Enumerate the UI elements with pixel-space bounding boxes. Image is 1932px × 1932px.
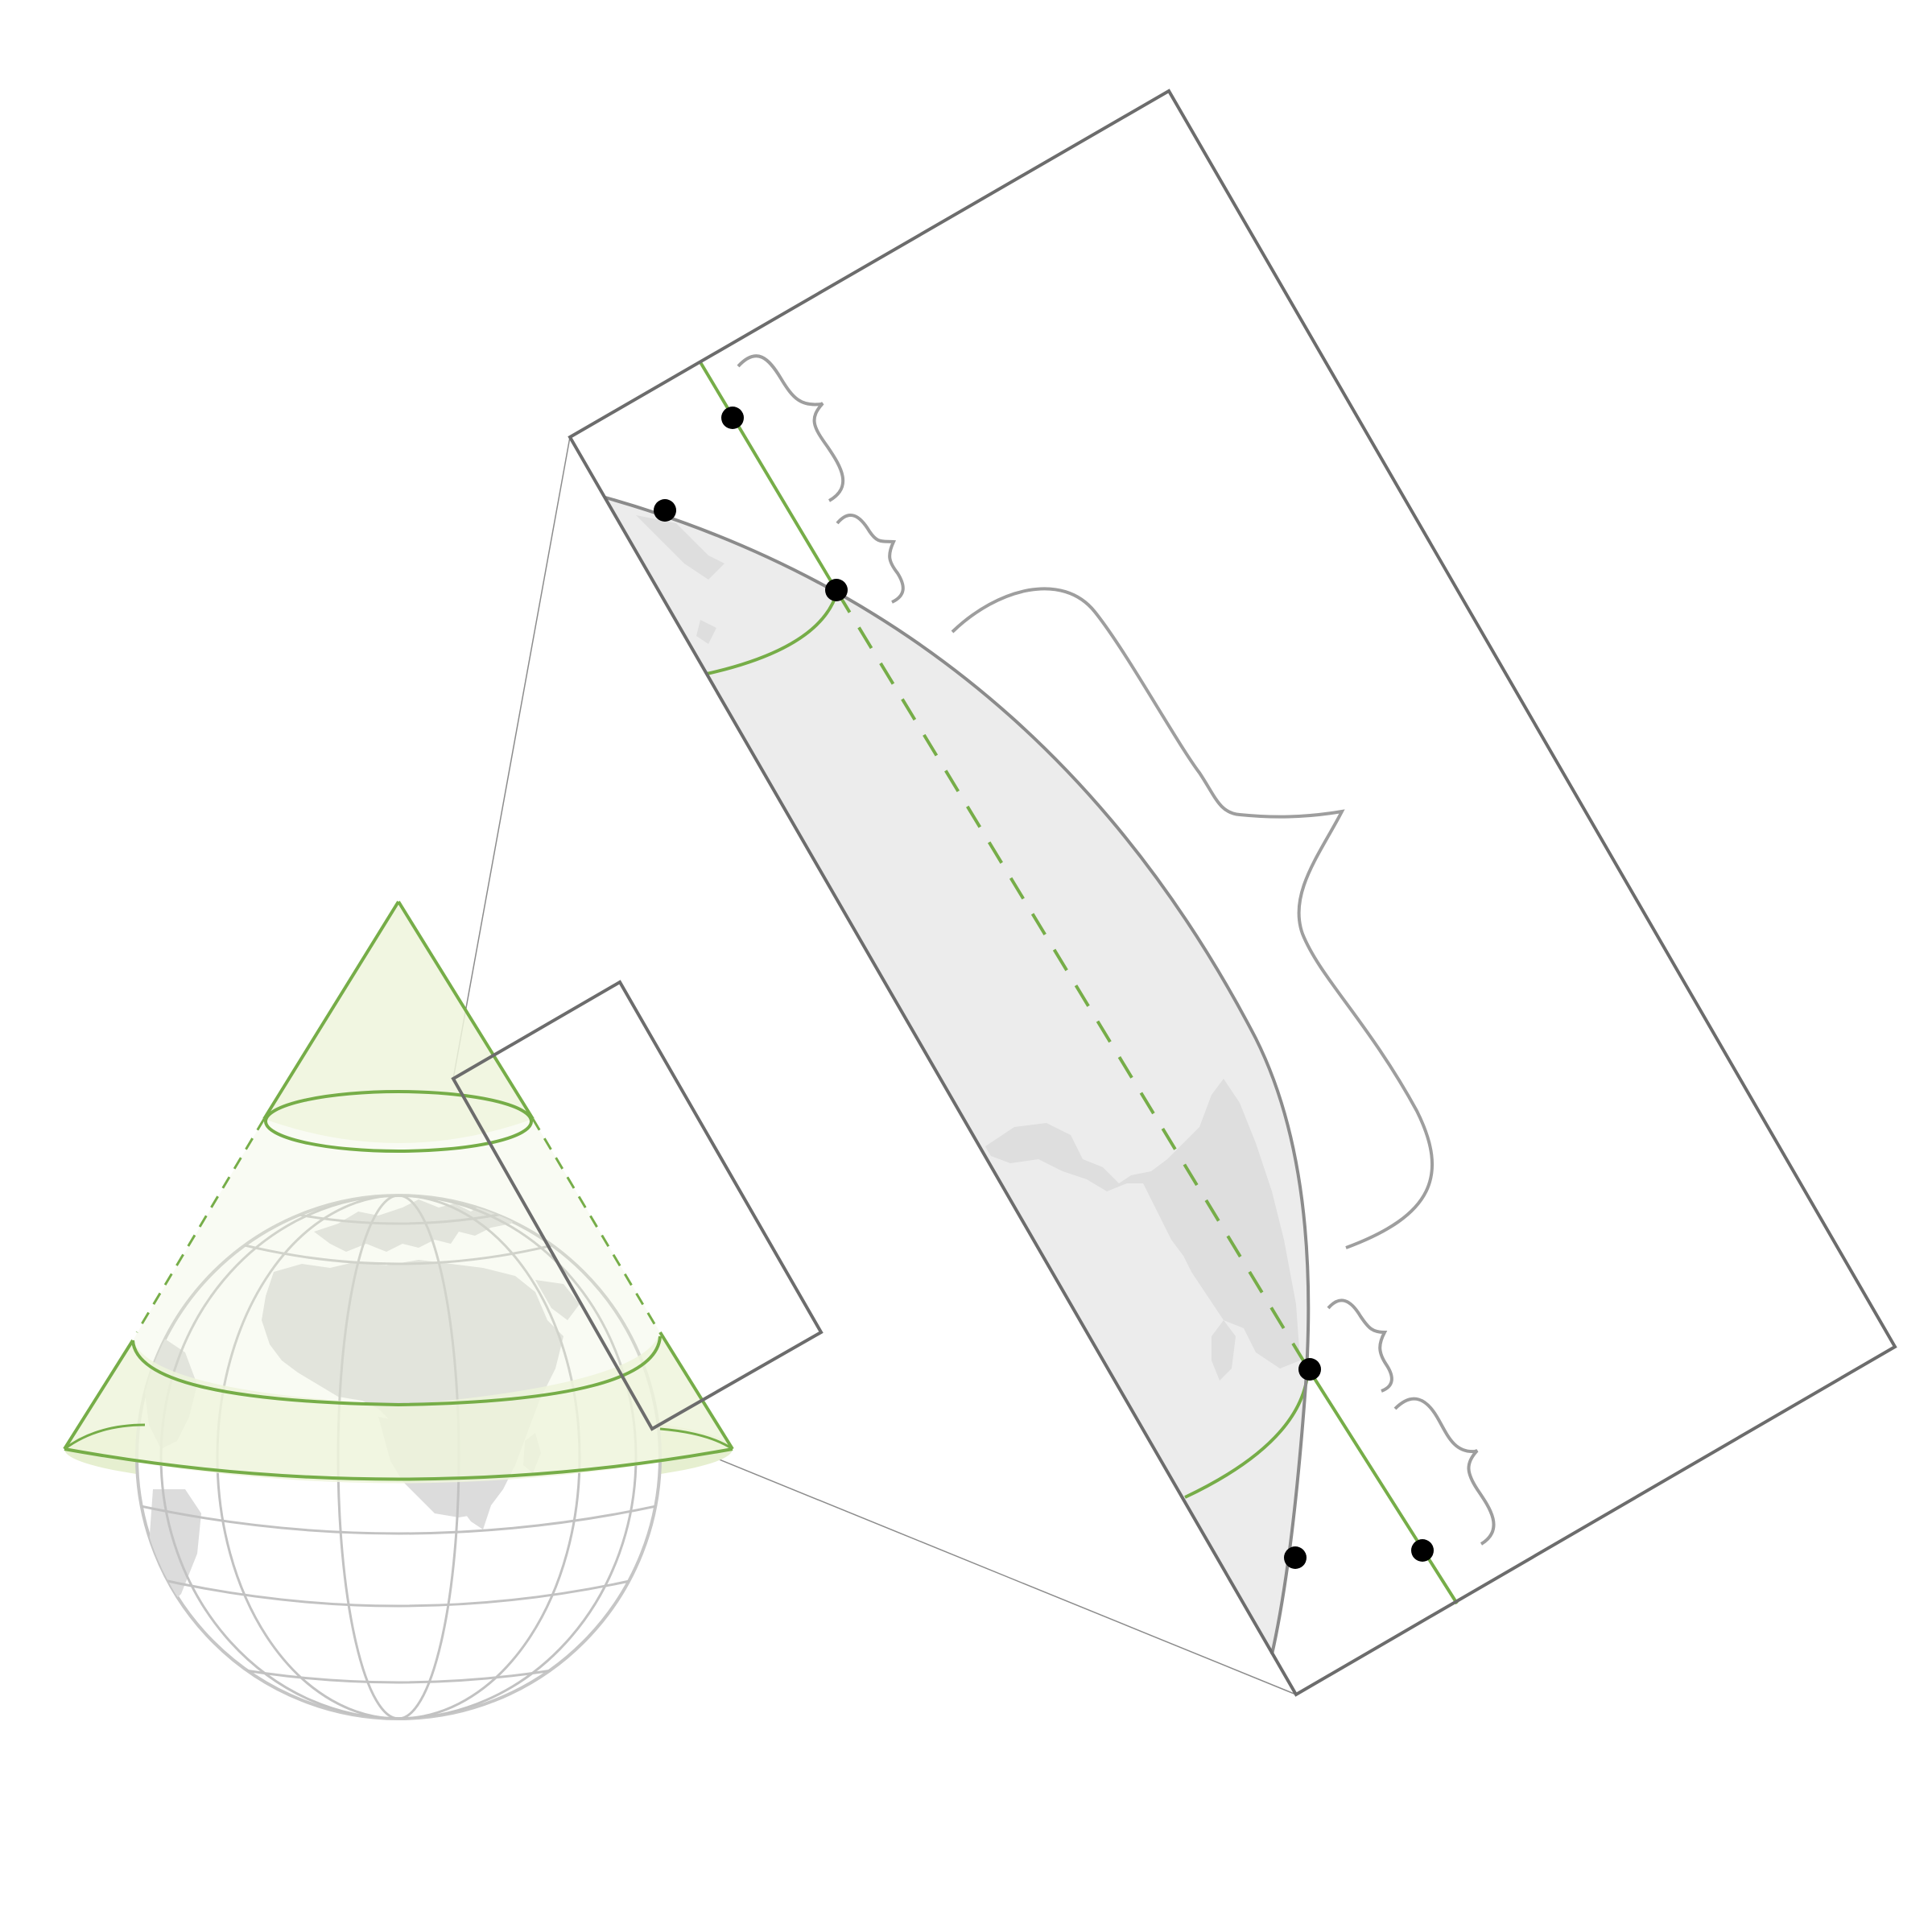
- curved-meridian: [605, 496, 1311, 1655]
- detail-frame: [451, 980, 824, 1431]
- brace-top-outer: [737, 354, 845, 502]
- cone-band-surface: [133, 1119, 660, 1402]
- cone-right-edge-hidden: [531, 1118, 658, 1327]
- brace-center: [951, 587, 1435, 1249]
- lower-standard-parallel: [131, 1335, 662, 1407]
- cone-base-front: [64, 1447, 733, 1481]
- landmass-silhouettes: [636, 515, 1300, 1381]
- cone-upper-surface: [264, 902, 533, 1143]
- connector-line-bottom: [647, 1430, 1297, 1695]
- point-lower-meridian: [1284, 1546, 1307, 1569]
- brace-top-inner: [836, 514, 905, 604]
- cone-generator-middle: [836, 590, 1310, 1370]
- point-upper-meridian: [654, 499, 676, 522]
- brace-bottom-inner: [1327, 1298, 1393, 1393]
- cone-generator-lower: [1307, 1367, 1459, 1605]
- point-lower-contact: [1298, 1358, 1321, 1381]
- upper-standard-parallel: [264, 1090, 533, 1153]
- point-lower-generator: [1411, 1539, 1434, 1562]
- cone-right-edge-lower: [658, 1331, 734, 1451]
- cone-left-edge-hidden: [135, 1118, 266, 1333]
- point-upper-contact: [825, 579, 848, 601]
- cone-right-edge-upper: [397, 900, 535, 1121]
- cone-generator-upper: [699, 361, 839, 593]
- brace-bottom-outer: [1393, 1397, 1496, 1546]
- globe-and-cone: [63, 900, 824, 1720]
- cone-base-back-edge: [64, 1423, 146, 1451]
- projection-plane: [452, 89, 1897, 1697]
- upper-standard-parallel-arc: [706, 591, 839, 675]
- cone-left-edge-lower: [63, 1339, 134, 1451]
- point-upper-generator: [721, 407, 744, 429]
- shaded-band: [605, 497, 1309, 1654]
- cone-secant: [63, 900, 734, 1484]
- cone-base-back-edge-right: [659, 1427, 733, 1451]
- cone-left-edge-upper: [262, 900, 400, 1121]
- cone-lower-surface: [64, 1332, 733, 1484]
- connector-line-top: [452, 436, 571, 1080]
- projection-frame: [568, 89, 1897, 1697]
